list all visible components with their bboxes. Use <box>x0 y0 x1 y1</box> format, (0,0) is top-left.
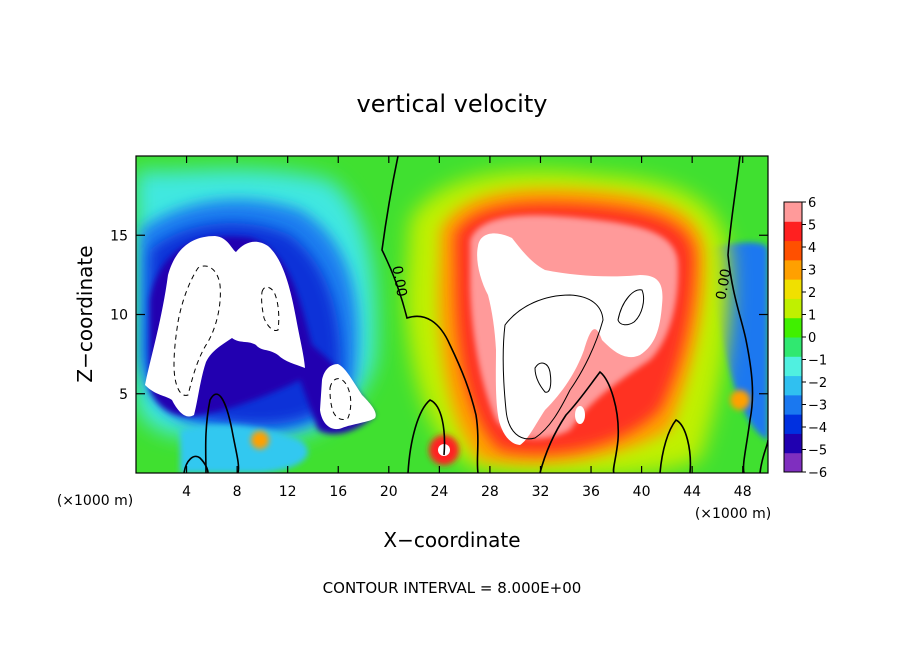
y-axis-ticks: 5 10 15 <box>110 228 768 403</box>
colorbar-tick-label: −2 <box>808 376 827 391</box>
x-axis-ticks: 4 8 12 16 20 24 28 32 36 40 44 48 <box>182 156 752 500</box>
colorbar-segment <box>784 433 802 454</box>
x-tick-label: 12 <box>279 484 297 500</box>
updraft-core <box>477 233 663 445</box>
positive-contour-small-a <box>534 362 552 393</box>
colorbar-tick-label: 0 <box>808 331 816 346</box>
positive-contour-small-b <box>617 289 645 326</box>
colorbar-segment <box>784 259 802 280</box>
colorbar-tick-label: 6 <box>808 196 816 211</box>
colorbar: 6 5 4 3 2 1 0 −1 −2 −3 −4 −5 −6 <box>783 196 827 481</box>
x-tick-label: 20 <box>380 484 398 500</box>
negative-contour-left-b <box>261 286 280 331</box>
chart-title: vertical velocity <box>357 90 548 118</box>
y-axis-label: Z−coordinate <box>73 245 97 382</box>
x-unit-left: (×1000 m) <box>57 493 133 509</box>
colorbar-segment <box>784 298 802 319</box>
x-tick-label: 32 <box>532 484 550 500</box>
contour-lines-thin <box>502 289 645 440</box>
x-unit-right: (×1000 m) <box>695 506 771 522</box>
x-axis-label: X−coordinate <box>383 528 520 552</box>
contour-label: 0.00 <box>388 265 409 298</box>
contour-interval-note: CONTOUR INTERVAL = 8.000E+00 <box>323 579 582 597</box>
colorbar-segment <box>784 202 802 222</box>
contour-label: 0.00 <box>713 268 734 301</box>
y-tick-label: 5 <box>119 387 128 403</box>
x-tick-label: 28 <box>481 484 499 500</box>
saturated-cores <box>145 233 663 456</box>
colorbar-tick-label: −1 <box>808 354 827 369</box>
x-tick-label: 4 <box>182 484 191 500</box>
y-tick-label: 15 <box>110 228 128 244</box>
colorbar-tick-label: 4 <box>808 241 816 256</box>
colorbar-tick-label: −4 <box>808 421 827 436</box>
negative-contour-center <box>329 378 352 421</box>
y-tick-label: 10 <box>110 308 128 324</box>
zero-contour-left-bottom <box>204 393 240 473</box>
x-tick-label: 24 <box>430 484 448 500</box>
colorbar-tick-label: 3 <box>808 264 816 279</box>
x-tick-label: 36 <box>582 484 600 500</box>
colorbar-segment <box>784 317 802 338</box>
colorbar-segment <box>784 337 802 357</box>
negative-contour-left-a <box>173 265 221 396</box>
colorbar-segment <box>784 356 802 377</box>
colorbar-segment <box>784 414 802 434</box>
zero-contour-center <box>381 156 479 473</box>
colorbar-tick-label: 1 <box>808 309 816 324</box>
colorbar-segment <box>784 452 802 473</box>
colorbar-tick-label: −3 <box>808 399 827 414</box>
colorbar-tick-label: 5 <box>808 219 816 234</box>
contour-value-labels: 0.00 0.00 <box>388 265 734 301</box>
zero-contour-right <box>727 156 754 473</box>
contour-lines-dashed <box>173 265 352 421</box>
zero-contour-right-bottom <box>659 418 692 473</box>
colorbar-tick-label: 2 <box>808 286 816 301</box>
colorbar-tick-label: −6 <box>808 466 827 481</box>
x-tick-label: 48 <box>734 484 752 500</box>
colorbar-segment <box>784 375 802 396</box>
heatmap-field: 0.00 0.00 <box>136 156 768 473</box>
x-tick-label: 40 <box>633 484 651 500</box>
zero-contour-mid-right <box>539 370 620 473</box>
colorbar-segment <box>784 221 802 242</box>
colorbar-segment <box>784 240 802 261</box>
zero-contour-bump-mid <box>407 399 446 473</box>
downdraft-core-left <box>145 236 305 417</box>
colorbar-tick-label: −5 <box>808 444 827 459</box>
zero-contour-bump-left <box>183 455 209 473</box>
x-tick-label: 8 <box>233 484 242 500</box>
colorbar-segment <box>784 394 802 415</box>
x-tick-label: 16 <box>329 484 347 500</box>
x-tick-label: 44 <box>683 484 701 500</box>
colorbar-segment <box>784 279 802 299</box>
positive-contour-updraft <box>502 294 604 440</box>
